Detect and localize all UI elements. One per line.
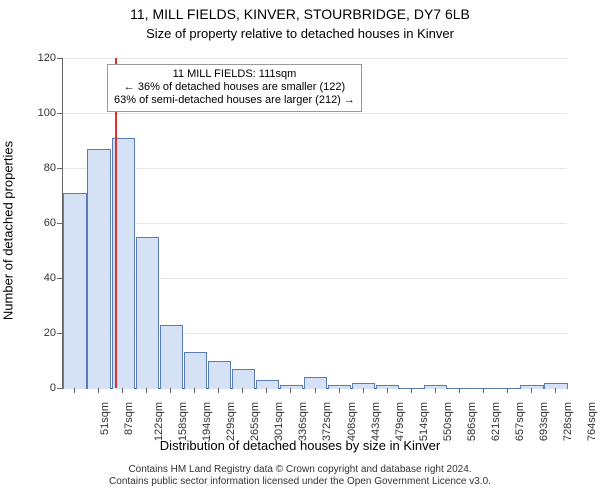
y-axis-label: Number of detached properties <box>1 131 16 331</box>
y-tick-label: 60 <box>32 217 56 229</box>
gridline <box>62 113 567 114</box>
gridline <box>62 168 567 169</box>
x-tick-label: 657sqm <box>514 402 526 441</box>
x-tick <box>266 388 267 393</box>
x-tick <box>339 388 340 393</box>
x-tick <box>170 388 171 393</box>
x-tick <box>290 388 291 393</box>
histogram-bar <box>544 383 567 390</box>
x-tick-label: 728sqm <box>562 402 574 441</box>
x-tick <box>194 388 195 393</box>
x-tick <box>459 388 460 393</box>
x-tick-label: 764sqm <box>586 402 598 441</box>
x-tick <box>122 388 123 393</box>
x-tick-label: 265sqm <box>249 402 261 441</box>
histogram-bar <box>208 361 231 390</box>
histogram-bar <box>160 325 183 389</box>
x-tick <box>531 388 532 393</box>
x-tick <box>98 388 99 393</box>
y-tick-label: 120 <box>32 52 56 64</box>
x-tick <box>555 388 556 393</box>
x-tick-label: 122sqm <box>153 402 165 441</box>
histogram-bar <box>256 380 279 389</box>
y-tick-label: 20 <box>32 327 56 339</box>
histogram-bar <box>472 388 495 389</box>
y-tick-label: 0 <box>32 382 56 394</box>
histogram-bar <box>520 385 543 389</box>
x-tick-label: 586sqm <box>466 402 478 441</box>
x-tick <box>435 388 436 393</box>
x-tick <box>387 388 388 393</box>
x-tick-label: 336sqm <box>298 402 310 441</box>
x-tick <box>483 388 484 393</box>
histogram-bar <box>184 352 207 389</box>
histogram-bar <box>448 388 471 389</box>
x-tick-label: 372sqm <box>322 402 334 441</box>
x-tick <box>242 388 243 393</box>
histogram-bar <box>63 193 86 389</box>
x-tick-label: 621sqm <box>490 402 502 441</box>
x-tick <box>146 388 147 393</box>
chart-footer: Contains HM Land Registry data © Crown c… <box>0 464 600 488</box>
histogram-bar <box>136 237 159 389</box>
chart-title-line1: 11, MILL FIELDS, KINVER, STOURBRIDGE, DY… <box>0 6 600 22</box>
x-tick-label: 443sqm <box>370 402 382 441</box>
chart-title-line2: Size of property relative to detached ho… <box>0 26 600 41</box>
x-tick <box>507 388 508 393</box>
infobox-line1: 11 MILL FIELDS: 111sqm <box>114 68 355 81</box>
x-tick <box>363 388 364 393</box>
x-tick-label: 158sqm <box>177 402 189 441</box>
y-tick-label: 40 <box>32 272 56 284</box>
y-tick-label: 100 <box>32 107 56 119</box>
x-tick <box>74 388 75 393</box>
gridline <box>62 58 567 59</box>
x-tick-label: 693sqm <box>538 402 550 441</box>
histogram-bar <box>496 388 519 389</box>
footer-line1: Contains HM Land Registry data © Crown c… <box>0 464 600 476</box>
x-tick-label: 550sqm <box>442 402 454 441</box>
x-tick-label: 194sqm <box>201 402 213 441</box>
gridline <box>62 223 567 224</box>
x-tick-label: 408sqm <box>346 402 358 441</box>
chart-container: { "title_line1": "11, MILL FIELDS, KINVE… <box>0 0 600 500</box>
infobox-line2: ← 36% of detached houses are smaller (12… <box>114 81 355 94</box>
histogram-bar <box>280 385 303 389</box>
chart-infobox: 11 MILL FIELDS: 111sqm ← 36% of detached… <box>107 64 362 112</box>
histogram-bar <box>400 388 423 389</box>
histogram-bar <box>424 385 447 389</box>
histogram-bar <box>232 369 255 389</box>
x-tick-label: 301sqm <box>273 402 285 441</box>
histogram-bar <box>87 149 110 389</box>
x-tick-label: 479sqm <box>394 402 406 441</box>
x-tick <box>218 388 219 393</box>
infobox-line3: 63% of semi-detached houses are larger (… <box>114 94 355 107</box>
x-tick <box>315 388 316 393</box>
x-tick <box>411 388 412 393</box>
y-tick-label: 80 <box>32 162 56 174</box>
x-tick-label: 87sqm <box>123 402 135 435</box>
footer-line2: Contains public sector information licen… <box>0 476 600 488</box>
x-tick-label: 229sqm <box>225 402 237 441</box>
x-tick-label: 51sqm <box>99 402 111 435</box>
x-tick-label: 514sqm <box>418 402 430 441</box>
